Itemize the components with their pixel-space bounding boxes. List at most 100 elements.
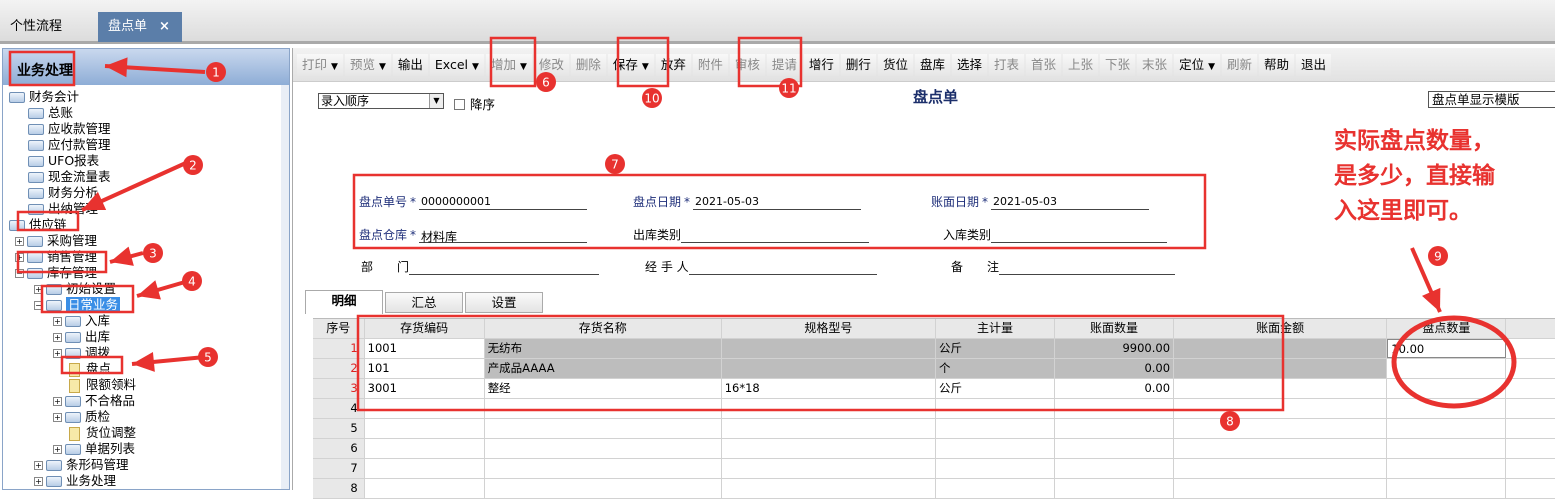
handler-input[interactable]: [688, 260, 877, 275]
toolbar-button[interactable]: 删行: [840, 53, 876, 76]
grid-cell[interactable]: [1174, 439, 1388, 458]
toolbar-button[interactable]: 保存 ▼: [607, 53, 654, 76]
toolbar-button[interactable]: 下张: [1100, 53, 1136, 76]
grid-cell[interactable]: [936, 439, 1056, 458]
tree-item[interactable]: + 出库: [53, 329, 110, 345]
grid-cell[interactable]: 个: [935, 359, 1056, 378]
chevron-down-icon[interactable]: ▼: [429, 94, 443, 108]
grid-cell[interactable]: [485, 419, 722, 438]
grid-cell[interactable]: [1055, 439, 1175, 458]
toolbar-button[interactable]: 删除: [570, 53, 606, 76]
grid-cell[interactable]: 9900.00: [1055, 339, 1175, 358]
expand-icon[interactable]: +: [34, 285, 43, 294]
collapse-icon[interactable]: −: [34, 301, 43, 310]
tree-item[interactable]: UFO报表: [28, 153, 99, 169]
toolbar-button[interactable]: 放弃: [655, 53, 691, 76]
tree-item[interactable]: + 不合格品: [53, 393, 135, 409]
expand-icon[interactable]: +: [53, 333, 62, 342]
grid-cell[interactable]: [485, 479, 722, 498]
toolbar-button[interactable]: 首张: [1026, 53, 1062, 76]
grid-cell[interactable]: [722, 479, 936, 498]
grid-cell[interactable]: 10.00: [1387, 339, 1507, 358]
grid-cell[interactable]: [365, 399, 485, 418]
tree-item[interactable]: − 库存管理: [15, 265, 97, 281]
tree-item[interactable]: 限额领料: [66, 377, 136, 393]
tree-item[interactable]: 出纳管理: [28, 201, 98, 217]
in-type-input[interactable]: [991, 228, 1168, 243]
grid-cell[interactable]: 0.00: [1055, 379, 1175, 398]
grid-cell[interactable]: [365, 479, 485, 498]
grid-cell[interactable]: [1174, 399, 1388, 418]
toolbar-button[interactable]: 打表: [988, 53, 1024, 76]
grid-cell[interactable]: [485, 439, 722, 458]
column-header[interactable]: [1506, 319, 1555, 338]
grid-cell[interactable]: [1506, 359, 1555, 378]
checkbox-icon[interactable]: [454, 99, 465, 110]
toolbar-button[interactable]: 退出: [1296, 53, 1332, 76]
grid-cell[interactable]: [1174, 419, 1388, 438]
grid-cell[interactable]: [365, 419, 485, 438]
grid-cell[interactable]: [1387, 399, 1507, 418]
grid-cell[interactable]: 16*18: [722, 379, 936, 398]
tree-item[interactable]: + 业务处理: [34, 473, 116, 489]
tab-detail[interactable]: 明细: [305, 290, 383, 314]
toolbar-button[interactable]: 提请: [766, 53, 802, 76]
toolbar-button[interactable]: 货位: [877, 53, 913, 76]
grid-cell[interactable]: [1055, 399, 1175, 418]
column-header[interactable]: 规格型号: [721, 319, 936, 338]
grid-cell[interactable]: [1387, 479, 1507, 498]
grid-cell[interactable]: [1387, 359, 1507, 378]
doc-no-input[interactable]: 0000000001: [419, 195, 588, 210]
grid-cell[interactable]: [721, 339, 936, 358]
grid-cell[interactable]: [1174, 479, 1388, 498]
tree-item[interactable]: 应付款管理: [28, 137, 111, 153]
toolbar-button[interactable]: 审核: [729, 53, 765, 76]
toolbar-button[interactable]: 预览 ▼: [344, 53, 391, 76]
dropdown-arrow-icon[interactable]: ▼: [378, 61, 386, 72]
grid-cell[interactable]: [1174, 379, 1388, 398]
grid-cell[interactable]: [365, 459, 485, 478]
grid-cell[interactable]: [936, 419, 1056, 438]
expand-icon[interactable]: +: [34, 477, 43, 486]
grid-cell[interactable]: 3001: [365, 379, 485, 398]
grid-cell[interactable]: [1387, 459, 1507, 478]
tree-item[interactable]: − 日常业务: [34, 297, 121, 313]
grid-cell[interactable]: [1055, 479, 1175, 498]
grid-cell[interactable]: [722, 459, 936, 478]
grid-cell[interactable]: [1387, 379, 1507, 398]
tree-item[interactable]: 财务分析: [28, 185, 98, 201]
collapse-icon[interactable]: −: [15, 269, 24, 278]
grid-cell[interactable]: 1001: [365, 339, 485, 358]
book-date-input[interactable]: 2021-05-03: [991, 195, 1150, 210]
column-header[interactable]: 序号: [313, 319, 365, 338]
grid-cell[interactable]: 产成品AAAA: [484, 359, 722, 378]
toolbar-button[interactable]: 选择: [951, 53, 987, 76]
toolbar-button[interactable]: 上张: [1063, 53, 1099, 76]
grid-cell[interactable]: [936, 479, 1056, 498]
warehouse-input[interactable]: 材料库: [419, 228, 588, 244]
toolbar-button[interactable]: 定位 ▼: [1174, 53, 1220, 76]
grid-cell[interactable]: [1506, 439, 1555, 458]
template-select[interactable]: 盘点单显示模版: [1428, 91, 1555, 108]
grid-cell[interactable]: [365, 439, 485, 458]
toolbar-button[interactable]: 增行: [803, 53, 839, 76]
grid-cell[interactable]: 公斤: [935, 339, 1055, 358]
grid-cell[interactable]: [1506, 419, 1555, 438]
toolbar-button[interactable]: 末张: [1137, 53, 1173, 76]
tree-item[interactable]: 现金流量表: [28, 169, 111, 185]
toolbar-button[interactable]: 帮助: [1259, 53, 1295, 76]
tab-settings[interactable]: 设置: [465, 292, 543, 313]
grid-cell[interactable]: [485, 459, 722, 478]
dropdown-arrow-icon[interactable]: ▼: [1208, 61, 1215, 72]
grid-cell[interactable]: [1174, 359, 1388, 378]
grid-cell[interactable]: [1055, 419, 1175, 438]
expand-icon[interactable]: +: [34, 461, 43, 470]
grid-cell[interactable]: 101: [365, 359, 485, 378]
sidebar-scrollbar[interactable]: [281, 85, 289, 489]
grid-cell[interactable]: [1506, 339, 1555, 358]
grid-cell[interactable]: [1387, 439, 1507, 458]
tree-item[interactable]: + 采购管理: [15, 233, 97, 249]
tree-item[interactable]: 供应链: [9, 217, 67, 233]
tree-item[interactable]: + 单据列表: [53, 441, 135, 457]
tab-stocktake-doc[interactable]: 盘点单 ×: [98, 12, 182, 42]
